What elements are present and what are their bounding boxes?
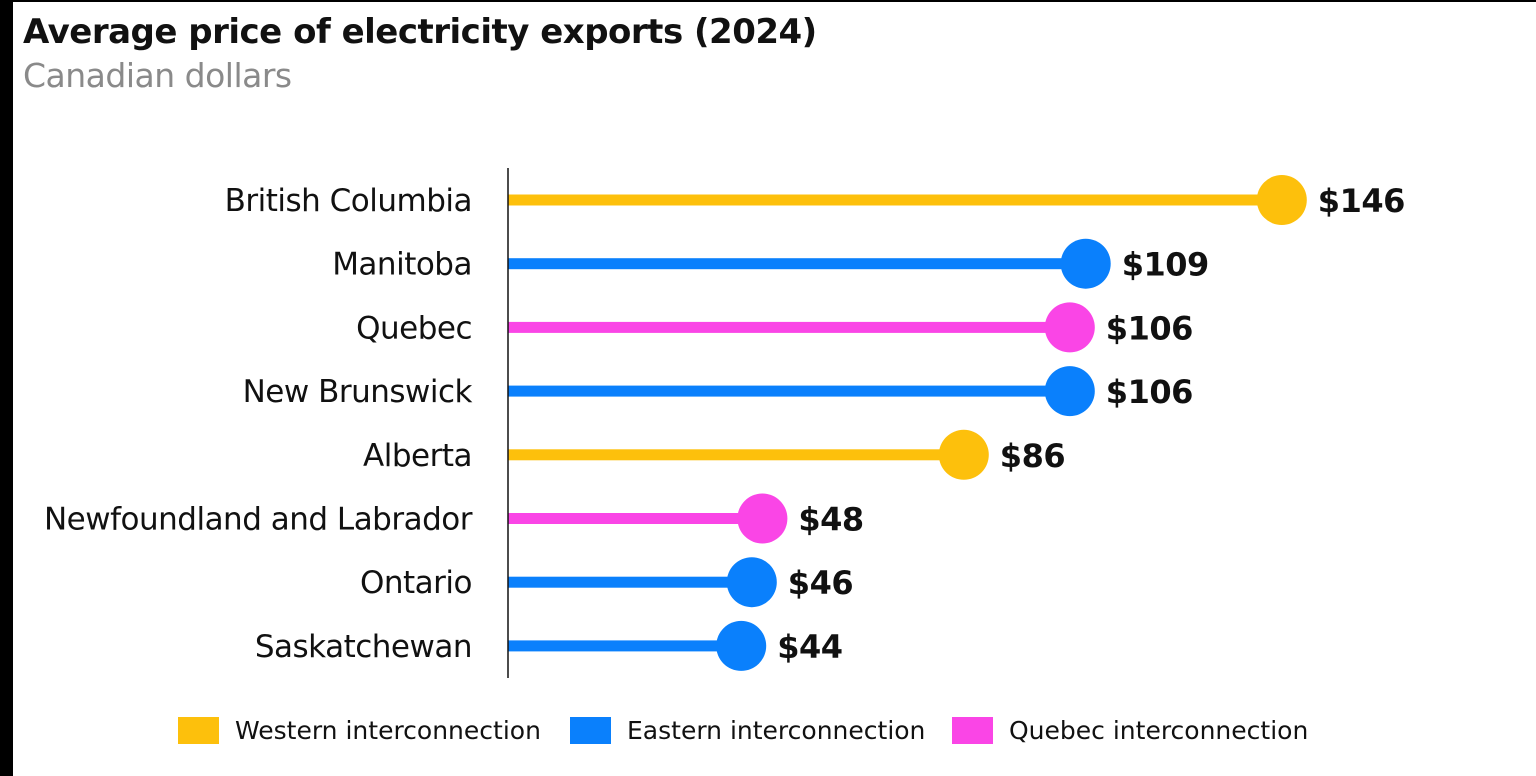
legend-swatch-western [178, 716, 219, 744]
lollipop-chart: British Columbia $146 Manitoba $109 Quebec $1… [44, 168, 1405, 678]
category-label-quebec: Quebec [356, 310, 472, 346]
chart-subtitle: Canadian dollars [23, 56, 292, 95]
legend-swatch-quebec [952, 716, 993, 744]
dot-new-brunswick [1044, 366, 1095, 417]
bar-manitoba [508, 258, 1086, 270]
chart-title: Average price of electricity exports (20… [23, 12, 817, 52]
dot-quebec [1044, 302, 1095, 353]
category-label-new-brunswick: New Brunswick [243, 374, 473, 410]
legend-item-western: Western interconnection [178, 713, 541, 747]
value-label-newfoundland-and-labrador: $48 [798, 501, 863, 539]
value-label-saskatchewan: $44 [777, 628, 842, 666]
legend-label-eastern: Eastern interconnection [627, 715, 926, 745]
dot-ontario [726, 557, 777, 608]
dot-newfoundland-and-labrador [737, 493, 788, 544]
value-label-alberta: $86 [1000, 437, 1065, 475]
legend-item-eastern: Eastern interconnection [570, 713, 925, 747]
legend-label-western: Western interconnection [235, 715, 541, 745]
bar-newfoundland-and-labrador [508, 513, 763, 524]
bar-british-columbia [508, 194, 1282, 206]
top-border [0, 0, 1536, 2]
bar-new-brunswick [508, 385, 1070, 397]
legend-label-quebec: Quebec interconnection [1009, 715, 1309, 745]
value-label-manitoba: $109 [1122, 246, 1209, 284]
dot-british-columbia [1256, 175, 1307, 225]
bar-saskatchewan [508, 640, 742, 652]
bar-alberta [508, 449, 964, 461]
category-label-manitoba: Manitoba [332, 247, 472, 283]
category-label-newfoundland-and-labrador: Newfoundland and Labrador [44, 502, 473, 538]
value-label-new-brunswick: $106 [1106, 373, 1193, 411]
value-label-quebec: $106 [1106, 309, 1193, 347]
value-label-ontario: $46 [788, 564, 853, 602]
legend-item-quebec: Quebec interconnection [952, 713, 1308, 747]
bar-ontario [508, 576, 752, 588]
left-border [0, 0, 13, 776]
chart-legend: Western interconnection Eastern intercon… [0, 713, 1536, 747]
bar-quebec [508, 321, 1070, 333]
category-label-saskatchewan: Saskatchewan [255, 629, 472, 665]
dot-alberta [938, 429, 989, 480]
category-label-british-columbia: British Columbia [225, 183, 472, 219]
value-label-british-columbia: $146 [1318, 182, 1405, 220]
legend-swatch-eastern [570, 716, 611, 744]
dot-manitoba [1060, 238, 1111, 289]
category-label-alberta: Alberta [363, 438, 472, 474]
category-label-ontario: Ontario [360, 565, 472, 601]
dot-saskatchewan [716, 620, 767, 671]
